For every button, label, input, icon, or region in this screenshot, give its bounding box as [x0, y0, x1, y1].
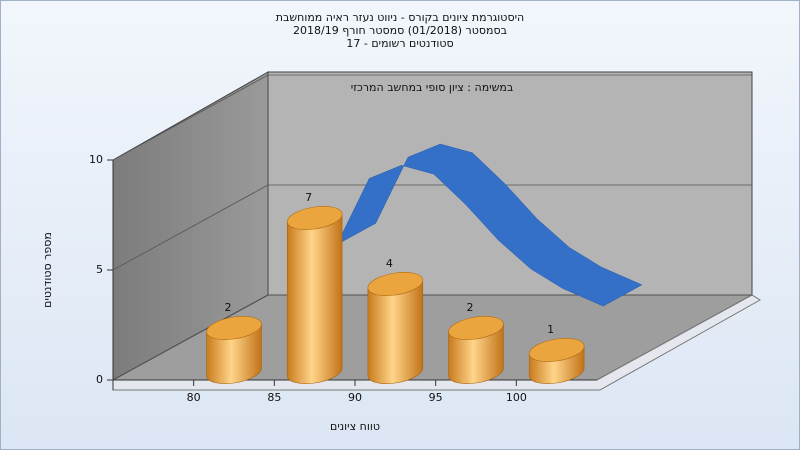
title-line: בסמסטר (01/2018) סמסטר חורף 2018/19 [293, 24, 507, 37]
value-label: 4 [386, 257, 393, 270]
bar-top [206, 316, 262, 340]
value-label: 2 [225, 301, 232, 314]
title-line: היסטוגרמת ציונים בקורס - ניווט נעזר ראיה… [276, 11, 524, 24]
bar [286, 213, 343, 384]
x-axis-label: טווח ציונים [330, 420, 380, 433]
grid-line [112, 74, 269, 161]
x-tick-label: 100 [506, 391, 527, 404]
y-tick-label: 10 [89, 153, 103, 166]
bar-top [528, 338, 585, 362]
fit-curve [336, 143, 643, 307]
bar-top [448, 316, 504, 340]
bar-top [367, 272, 424, 296]
y-tick-label: 0 [96, 373, 103, 386]
y-tick-label: 5 [96, 263, 103, 276]
grid-line [112, 184, 269, 271]
x-tick-label: 90 [348, 391, 362, 404]
bar [367, 279, 424, 384]
x-tick-label: 80 [187, 391, 201, 404]
x-tick-label: 85 [267, 391, 281, 404]
subtitle: במשימה : ציון סופי במחשב המרכזי [351, 81, 514, 94]
value-label: 1 [547, 323, 554, 336]
value-label: 7 [305, 191, 312, 204]
x-tick-label: 95 [429, 391, 443, 404]
title-line: סטודנטים רשומים - 17 [346, 37, 453, 50]
bar-top [286, 206, 343, 230]
y-axis-label: מספר סטודנטים [41, 232, 54, 308]
value-label: 2 [467, 301, 474, 314]
grid-line [112, 294, 269, 381]
